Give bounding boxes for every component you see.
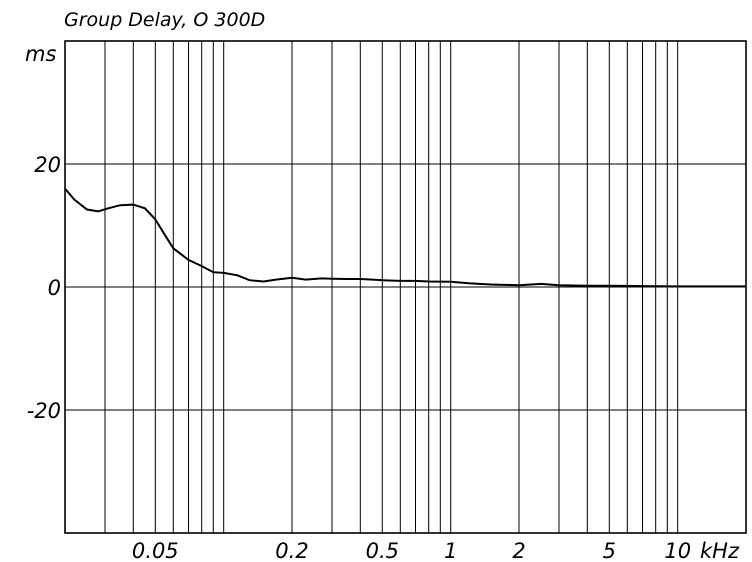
chart-title: Group Delay, O 300D <box>64 9 265 31</box>
x-tick-label: 0.2 <box>275 539 308 562</box>
x-tick-label: 5 <box>603 539 616 562</box>
x-tick-label: 0.05 <box>132 539 179 562</box>
y-tick-label: -20 <box>27 399 61 423</box>
y-tick-label: 20 <box>34 153 61 177</box>
x-tick-label: 2 <box>512 539 525 562</box>
x-tick-label: 10 <box>664 539 691 562</box>
y-tick-labels: 20 0 -20 <box>27 153 61 423</box>
y-axis-unit-label: ms <box>25 42 56 66</box>
x-tick-labels: 0.05 0.2 0.5 1 2 5 10 <box>132 539 691 562</box>
group-delay-curve <box>64 187 746 288</box>
x-tick-label: 0.5 <box>366 539 399 562</box>
x-tick-label: 1 <box>444 539 457 562</box>
y-tick-label: 0 <box>48 276 61 300</box>
x-axis-unit-label: kHz <box>700 539 740 562</box>
